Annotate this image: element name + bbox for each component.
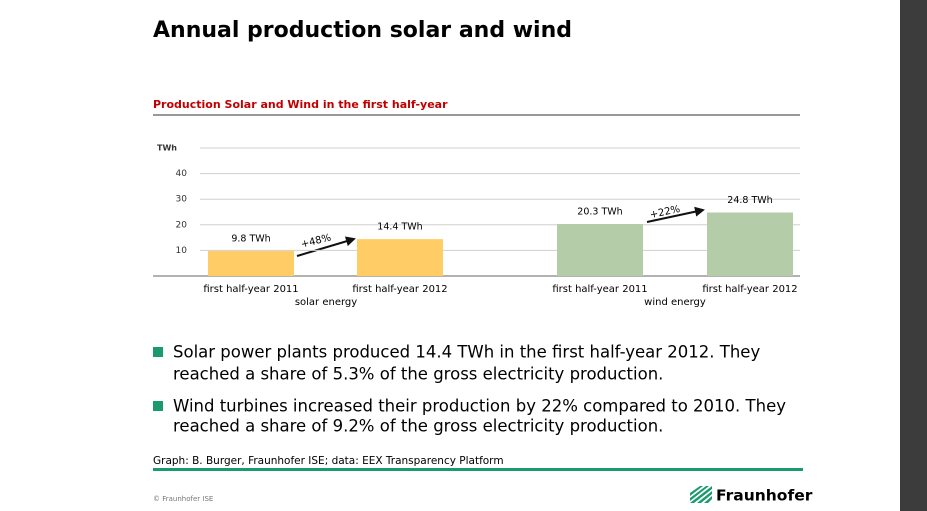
y-tick-label: 30: [176, 195, 188, 205]
arrow: [296, 236, 356, 257]
chart-title: Production Solar and Wind in the first h…: [153, 98, 448, 111]
x-tick-label: first half-year 2011: [552, 284, 647, 295]
bullet-icon: [153, 401, 163, 411]
bullet-text: Solar power plants produced 14.4 TWh in …: [173, 343, 760, 362]
value-label: 24.8 TWh: [727, 195, 772, 206]
source: Graph: B. Burger, Fraunhofer ISE; data: …: [153, 455, 504, 467]
value-label: 14.4 TWh: [377, 222, 422, 233]
bar: [557, 224, 643, 276]
x-tick-label: first half-year 2012: [702, 284, 797, 295]
bullet-text: Wind turbines increased their production…: [173, 397, 786, 416]
bullet-icon: [153, 347, 163, 357]
y-axis-label: TWh: [157, 144, 177, 153]
bar: [208, 250, 294, 276]
group-label: wind energy: [644, 297, 706, 308]
y-tick-label: 40: [176, 169, 188, 179]
value-label: 20.3 TWh: [577, 207, 622, 218]
bar: [707, 212, 793, 276]
side-strip: [900, 0, 927, 511]
bullet-text: reached a share of 9.2% of the gross ele…: [173, 417, 663, 436]
bullet-text: reached a share of 5.3% of the gross ele…: [173, 365, 663, 384]
footer: © Fraunhofer ISE: [153, 495, 213, 503]
slide-title: Annual production solar and wind: [153, 18, 572, 43]
x-tick-label: first half-year 2012: [352, 284, 447, 295]
logo-icon: [690, 486, 712, 503]
value-label: 9.8 TWh: [231, 233, 270, 244]
group-label: solar energy: [295, 297, 357, 308]
y-tick-label: 10: [176, 246, 188, 256]
y-tick-label: 20: [176, 220, 188, 230]
logo-text: Fraunhofer: [716, 487, 813, 505]
arrow: [646, 206, 705, 223]
x-tick-label: first half-year 2011: [203, 284, 298, 295]
bar: [357, 239, 443, 276]
